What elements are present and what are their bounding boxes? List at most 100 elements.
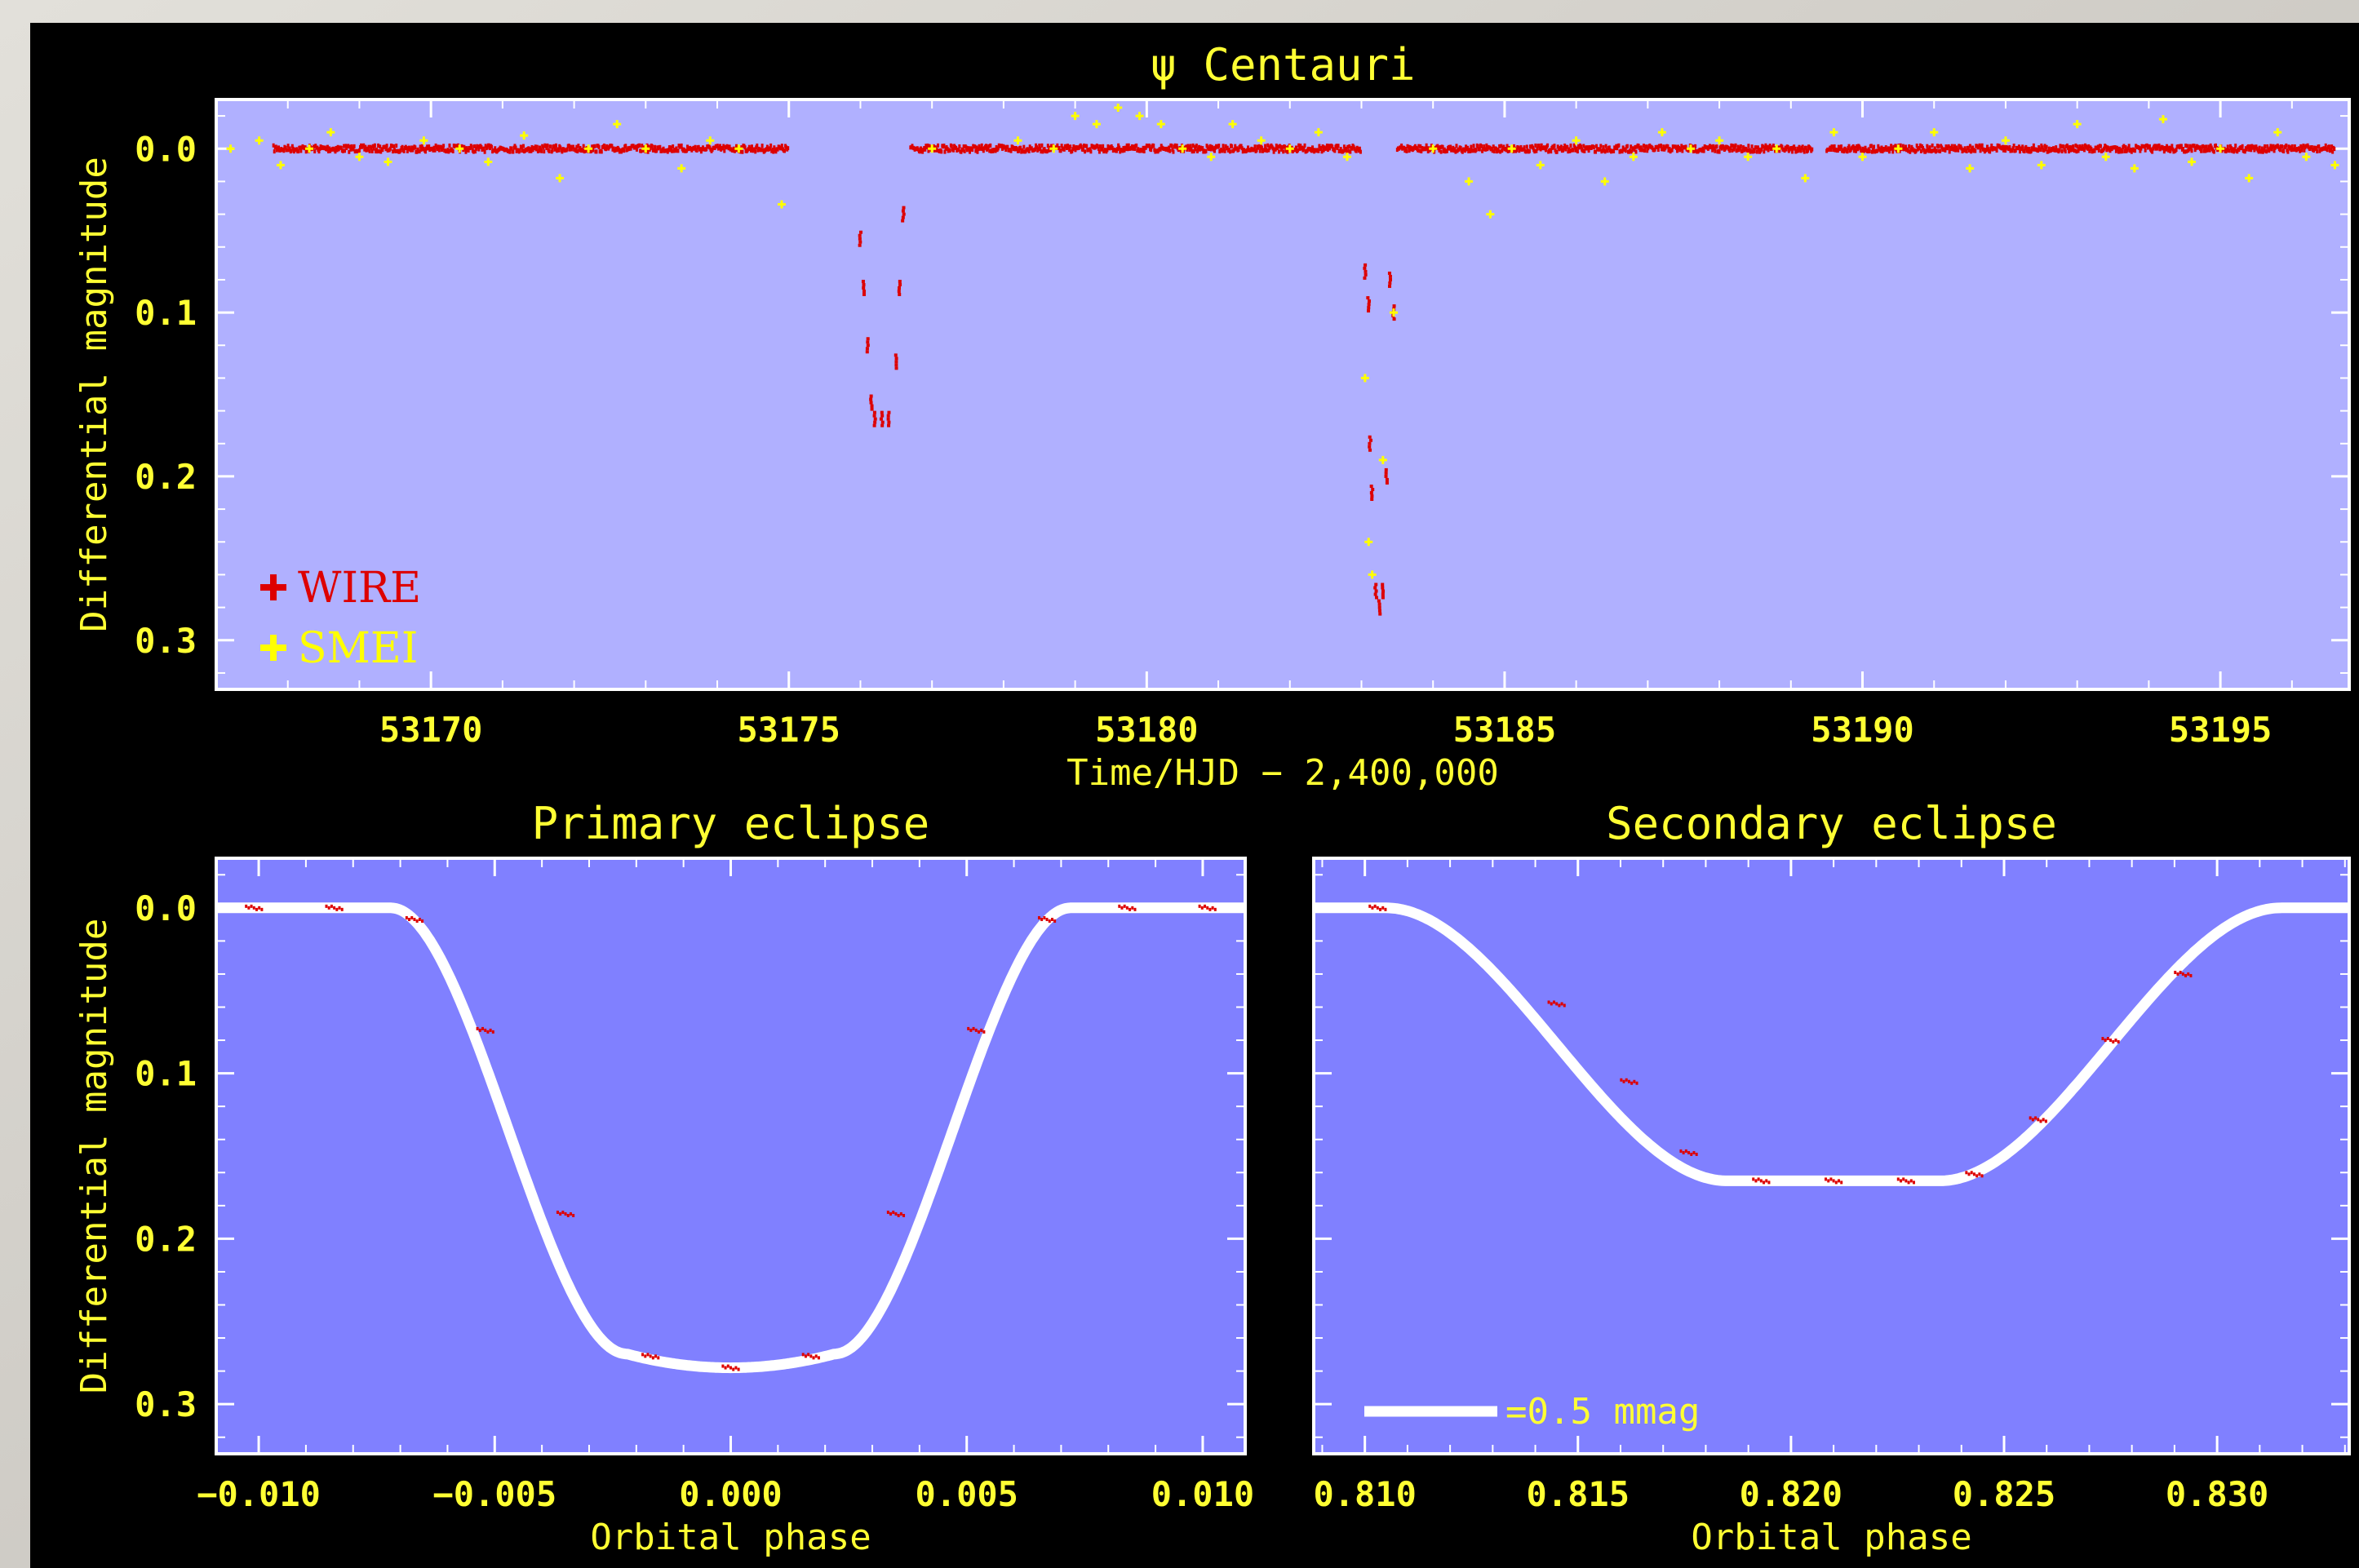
- wire-point: [1065, 145, 1068, 150]
- wire-point: [2156, 146, 2159, 151]
- wire-point: [963, 148, 966, 153]
- wire-point: [1756, 145, 1759, 150]
- wire-point: [1768, 144, 1771, 148]
- wire-point: [773, 145, 776, 150]
- wire-point: [1417, 144, 1421, 148]
- wire-point: [1190, 147, 1193, 152]
- wire-point: [2077, 148, 2080, 153]
- wire-point: [1581, 148, 1585, 153]
- wire-point: [405, 145, 408, 150]
- wire-point: [732, 1367, 735, 1371]
- smei-point: [1686, 144, 1695, 153]
- wire-point: [2315, 146, 2318, 151]
- wire-point: [2093, 148, 2096, 153]
- wire-point: [2045, 144, 2048, 149]
- smei-point: [1071, 112, 1080, 121]
- smei-point: [1364, 538, 1373, 547]
- wire-point: [645, 143, 649, 148]
- wire-point: [590, 148, 593, 153]
- wire-point: [1388, 281, 1392, 285]
- wire-point: [670, 145, 673, 150]
- wire-point: [1037, 916, 1040, 920]
- wire-point: [1670, 148, 1674, 153]
- wire-point: [1405, 148, 1408, 153]
- wire-point: [2153, 144, 2157, 148]
- wire-point: [1965, 1171, 1968, 1175]
- wire-point: [862, 282, 866, 286]
- wire-point: [1602, 144, 1605, 149]
- wire-point: [1234, 144, 1237, 148]
- wire-point: [1797, 148, 1800, 153]
- wire-point: [686, 144, 690, 149]
- wire-point: [975, 145, 978, 150]
- wire-point: [1376, 906, 1379, 910]
- wire-point: [1369, 491, 1373, 494]
- wire-point: [388, 146, 392, 151]
- wire-point: [418, 918, 421, 922]
- wire-point: [1690, 1152, 1693, 1156]
- wire-point: [654, 1354, 658, 1358]
- wire-point: [1384, 471, 1388, 475]
- wire-point: [1364, 269, 1368, 273]
- wire-point: [1030, 146, 1033, 151]
- wire-point: [2189, 973, 2193, 977]
- wire-point: [370, 148, 374, 153]
- wire-point: [1040, 918, 1044, 922]
- wire-point: [1035, 145, 1039, 150]
- wire-point: [372, 146, 375, 151]
- wire-point: [1630, 1081, 1634, 1085]
- wire-point: [1369, 485, 1373, 488]
- wire-point: [2281, 144, 2284, 149]
- wire-point: [362, 143, 366, 148]
- wire-point: [1809, 146, 1812, 151]
- wire-point: [2114, 148, 2117, 153]
- wire-point: [1284, 148, 1288, 153]
- wire-point: [1840, 1180, 1843, 1185]
- wire-point: [1350, 146, 1354, 151]
- wire-point: [520, 144, 523, 149]
- wire-point: [1266, 143, 1270, 148]
- wire-point: [2303, 148, 2306, 153]
- wire-point: [1710, 144, 1714, 149]
- wire-point: [982, 1030, 986, 1034]
- wire-point: [1842, 149, 1846, 154]
- wire-point: [801, 1353, 805, 1357]
- chart-title: Secondary eclipse: [1606, 798, 2057, 849]
- wire-point: [1742, 145, 1745, 150]
- wire-point: [432, 145, 436, 150]
- wire-point: [2067, 149, 2070, 154]
- wire-point: [291, 146, 295, 151]
- wire-point: [1680, 144, 1683, 148]
- wire-point: [1301, 145, 1304, 150]
- wire-point: [1633, 1079, 1636, 1083]
- wire-point: [325, 904, 328, 908]
- wire-point: [1370, 494, 1374, 498]
- wire-point: [1739, 144, 1742, 149]
- wire-point: [1909, 1179, 1913, 1183]
- wire-point: [1952, 147, 1955, 152]
- wire-point: [1918, 143, 1922, 148]
- wire-point: [1208, 147, 1211, 152]
- wire-point: [1715, 144, 1718, 149]
- wire-point: [996, 146, 1000, 151]
- wire-point: [1528, 148, 1531, 153]
- wire-point: [2031, 1118, 2034, 1122]
- wire-point: [1201, 146, 1204, 151]
- wire-point: [955, 145, 958, 150]
- wire-point: [1123, 148, 1126, 153]
- wire-point: [295, 147, 299, 152]
- wire-point: [1796, 146, 1799, 151]
- wire-point: [600, 149, 603, 154]
- wire-point: [1793, 144, 1796, 149]
- wire-point: [1552, 145, 1555, 150]
- wire-point: [2317, 144, 2321, 149]
- wire-point: [333, 906, 336, 910]
- wire-point: [2278, 148, 2281, 153]
- wire-point: [1022, 149, 1025, 154]
- wire-point: [1223, 148, 1226, 153]
- wire-point: [2203, 144, 2206, 149]
- wire-point: [561, 149, 564, 154]
- wire-point: [461, 144, 464, 149]
- wire-point: [1341, 148, 1345, 153]
- wire-point: [1778, 148, 1781, 153]
